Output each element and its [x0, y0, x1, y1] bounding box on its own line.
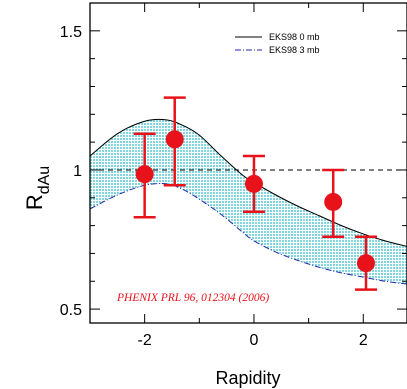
- data-point: [163, 96, 186, 187]
- x-tick-label: 2: [359, 332, 368, 349]
- x-tick-label: -2: [138, 332, 152, 349]
- legend: EKS98 0 mb EKS98 3 mb: [235, 32, 320, 55]
- data-point: [355, 235, 378, 291]
- data-marker: [135, 165, 154, 184]
- data-point: [242, 154, 265, 213]
- legend-label-0mb: EKS98 0 mb: [269, 32, 320, 42]
- data-marker: [244, 174, 263, 193]
- y-axis-title: RdAu: [22, 166, 53, 210]
- legend-label-3mb: EKS98 3 mb: [269, 45, 320, 55]
- data-marker: [357, 254, 376, 273]
- y-tick-label: 0.5: [60, 302, 82, 319]
- x-axis-title: Rapidity: [215, 368, 280, 388]
- phenix-data-points: [133, 96, 378, 291]
- eks98-3mb-curve: [90, 183, 407, 285]
- data-marker: [324, 192, 343, 211]
- y-tick-label: 1: [73, 163, 82, 180]
- data-point: [322, 168, 345, 238]
- axis-ticks: -2 0 2 0.5 1 1.5: [60, 3, 407, 349]
- phenix-reference-annotation: PHENIX PRL 96, 012304 (2006): [116, 292, 269, 304]
- data-marker: [165, 130, 184, 149]
- data-point: [133, 132, 156, 219]
- plot-frame: [89, 2, 407, 324]
- eks98-band: [90, 119, 407, 285]
- x-tick-label: 0: [250, 332, 259, 349]
- y-tick-label: 1.5: [60, 24, 82, 41]
